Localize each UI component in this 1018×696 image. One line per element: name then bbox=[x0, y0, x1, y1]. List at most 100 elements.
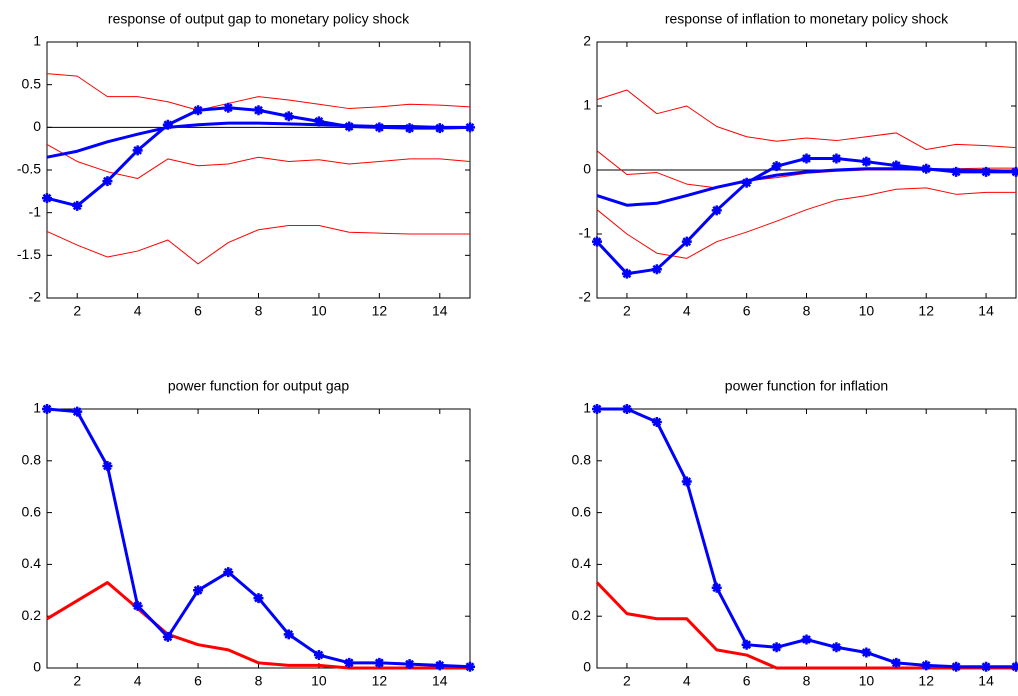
y-tick-label: 0.8 bbox=[572, 452, 592, 468]
marker bbox=[831, 153, 842, 164]
marker bbox=[771, 161, 782, 172]
series-line bbox=[595, 581, 1016, 670]
chart-title: power function for output gap bbox=[168, 378, 350, 394]
marker bbox=[404, 659, 415, 670]
y-tick-label: 1 bbox=[33, 33, 41, 49]
y-tick-label: 0.5 bbox=[22, 75, 42, 91]
x-tick-label: 10 bbox=[859, 303, 875, 319]
subplot: response of inflation to monetary policy… bbox=[579, 11, 1018, 319]
marker bbox=[621, 268, 632, 279]
x-tick-label: 14 bbox=[432, 673, 448, 689]
x-tick-label: 12 bbox=[372, 303, 388, 319]
marker bbox=[223, 567, 234, 578]
marker bbox=[434, 660, 445, 671]
marker bbox=[193, 105, 204, 116]
marker bbox=[313, 116, 324, 127]
marker bbox=[831, 642, 842, 653]
marker bbox=[861, 156, 872, 167]
plot-area bbox=[46, 408, 471, 669]
y-tick-label: 0.2 bbox=[22, 607, 42, 623]
marker bbox=[465, 661, 475, 672]
x-tick-label: 2 bbox=[623, 673, 631, 689]
marker bbox=[344, 657, 355, 668]
marker bbox=[921, 660, 932, 671]
x-tick-label: 4 bbox=[134, 303, 142, 319]
y-tick-label: -2 bbox=[579, 289, 592, 305]
marker bbox=[621, 404, 632, 414]
y-tick-label: 0.8 bbox=[22, 452, 42, 468]
x-tick-label: 8 bbox=[255, 303, 263, 319]
marker bbox=[404, 123, 415, 134]
x-tick-label: 14 bbox=[978, 303, 994, 319]
y-tick-label: -0.5 bbox=[17, 161, 41, 177]
marker bbox=[313, 650, 324, 661]
marker bbox=[651, 264, 662, 275]
marker bbox=[132, 145, 143, 156]
x-tick-label: 8 bbox=[255, 673, 263, 689]
y-tick-label: 0 bbox=[33, 659, 41, 675]
x-tick-label: 6 bbox=[743, 673, 751, 689]
x-tick-label: 2 bbox=[73, 303, 81, 319]
marker bbox=[981, 661, 992, 672]
marker bbox=[132, 600, 143, 611]
marker bbox=[193, 585, 204, 596]
marker bbox=[921, 163, 932, 174]
marker bbox=[891, 657, 902, 668]
x-tick-label: 6 bbox=[743, 303, 751, 319]
marker bbox=[283, 111, 294, 122]
y-tick-label: -2 bbox=[29, 289, 42, 305]
marker bbox=[72, 200, 83, 211]
y-tick-label: 0 bbox=[583, 161, 591, 177]
marker bbox=[42, 404, 52, 414]
marker bbox=[741, 639, 752, 650]
chart-title: response of inflation to monetary policy… bbox=[665, 11, 949, 27]
marker bbox=[434, 123, 445, 134]
marker bbox=[42, 193, 52, 204]
series-line bbox=[46, 581, 470, 670]
marker bbox=[162, 119, 173, 130]
marker bbox=[711, 582, 722, 593]
marker bbox=[951, 166, 962, 177]
x-tick-label: 14 bbox=[978, 673, 994, 689]
marker bbox=[253, 105, 264, 116]
marker bbox=[592, 236, 602, 247]
chart-title: response of output gap to monetary polic… bbox=[108, 11, 410, 27]
marker bbox=[981, 166, 992, 177]
marker bbox=[801, 153, 812, 164]
y-tick-label: 0.2 bbox=[572, 607, 592, 623]
x-tick-label: 12 bbox=[918, 303, 934, 319]
marker bbox=[681, 476, 692, 487]
subplot: response of output gap to monetary polic… bbox=[17, 11, 475, 319]
marker bbox=[223, 102, 234, 113]
x-tick-label: 6 bbox=[194, 303, 202, 319]
x-tick-label: 4 bbox=[134, 673, 142, 689]
x-tick-label: 8 bbox=[803, 303, 811, 319]
y-tick-label: -1.5 bbox=[17, 246, 41, 262]
x-tick-label: 12 bbox=[918, 673, 934, 689]
marker bbox=[951, 661, 962, 672]
marker bbox=[72, 406, 83, 417]
y-tick-label: -1 bbox=[579, 225, 592, 241]
marker bbox=[374, 657, 385, 668]
series-line bbox=[46, 73, 471, 111]
marker bbox=[651, 416, 662, 427]
x-tick-label: 14 bbox=[432, 303, 448, 319]
marker bbox=[102, 176, 113, 187]
marker bbox=[1011, 661, 1018, 672]
x-tick-label: 10 bbox=[311, 673, 327, 689]
x-tick-label: 2 bbox=[623, 303, 631, 319]
subplot: power function for inflation 2 4 6 8 10 12 14 0 0… bbox=[572, 378, 1018, 689]
y-tick-label: 1 bbox=[33, 400, 41, 416]
y-tick-label: 0 bbox=[33, 118, 41, 134]
plot-area bbox=[46, 41, 471, 299]
y-tick-label: 0.6 bbox=[22, 503, 42, 519]
marker bbox=[102, 460, 113, 471]
x-tick-label: 10 bbox=[311, 303, 327, 319]
marker bbox=[681, 236, 692, 247]
series-line bbox=[596, 89, 1017, 151]
marker bbox=[465, 122, 475, 133]
y-tick-label: -1 bbox=[29, 203, 42, 219]
marker bbox=[253, 593, 264, 604]
